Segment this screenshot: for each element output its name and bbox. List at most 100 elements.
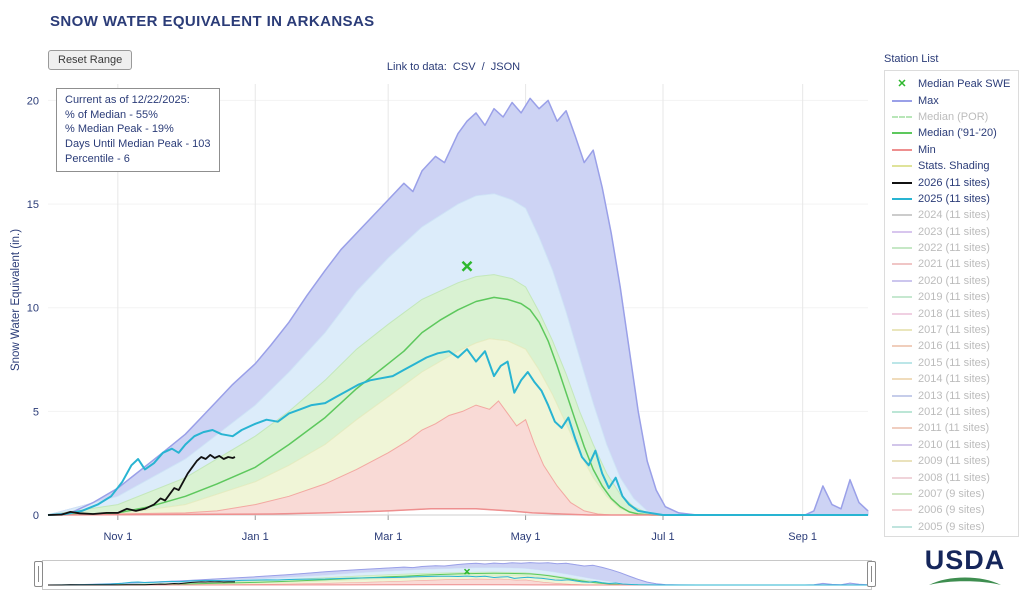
legend-item-2021-11-sites[interactable]: 2021 (11 sites) [885,256,1018,272]
series-median [47,296,868,516]
legend-item-2009-11-sites[interactable]: 2009 (11 sites) [885,453,1018,469]
legend-item-2014-11-sites[interactable]: 2014 (11 sites) [885,371,1018,387]
legend-line-swatch [892,197,912,200]
legend-label: 2013 (11 sites) [918,389,990,402]
series-y2026 [48,581,235,586]
legend-item-2020-11-sites[interactable]: 2020 (11 sites) [885,273,1018,289]
annotation-line: % Median Peak - 19% [65,123,174,136]
legend-line-swatch [892,394,912,397]
legend-label: 2007 (9 sites) [918,487,985,500]
legend-label: 2008 (11 sites) [918,471,990,484]
median-peak-marker [461,260,473,272]
legend-item-2011-11-sites[interactable]: 2011 (11 sites) [885,420,1018,436]
series-y2026 [47,454,236,516]
legend-line-swatch [892,247,912,250]
legend-item-max[interactable]: Max [885,92,1018,108]
legend-line-swatch [892,181,912,184]
y-tick-label: 0 [33,510,39,522]
legend-line-swatch [892,329,912,332]
legend-label: 2025 (11 sites) [918,192,990,205]
legend-label: Median (POR) [918,110,989,123]
x-tick-label: Jan 1 [242,531,269,543]
x-tick-label: Nov 1 [103,531,132,543]
legend-item-2015-11-sites[interactable]: 2015 (11 sites) [885,355,1018,371]
legend-line-swatch [892,361,912,364]
legend-item-2012-11-sites[interactable]: 2012 (11 sites) [885,404,1018,420]
legend-item-median-91-20[interactable]: Median ('91-'20) [885,125,1018,141]
legend-label: 2022 (11 sites) [918,242,990,255]
legend-line-swatch [892,148,912,151]
legend-line-swatch [892,345,912,348]
reset-range-button[interactable]: Reset Range [48,50,133,70]
legend-item-2024-11-sites[interactable]: 2024 (11 sites) [885,207,1018,223]
link-prefix: Link to data: [386,61,447,73]
range-slider-chart[interactable] [0,558,880,589]
legend-line-swatch [892,443,912,446]
annotation-line: Percentile - 6 [65,152,130,165]
legend-item-stats-shading[interactable]: Stats. Shading [885,158,1018,174]
range-slider-handle-left[interactable] [34,561,43,587]
legend-label: Min [918,143,936,156]
legend-item-median-por[interactable]: Median (POR) [885,109,1018,125]
legend-line-swatch [892,492,912,495]
legend-label: 2024 (11 sites) [918,209,990,222]
legend-label: 2011 (11 sites) [918,422,990,435]
x-tick-label: May 1 [511,531,541,543]
legend-line-swatch [892,279,912,282]
median-peak-x-icon: ✕ [897,77,907,90]
legend-label: Max [918,94,939,107]
series-max [47,97,869,516]
legend-item-2005-9-sites[interactable]: 2005 (9 sites) [885,519,1018,535]
usda-logo: USDA [922,547,1008,592]
range-slider-handle-right[interactable] [867,561,876,587]
legend-item-2022-11-sites[interactable]: 2022 (11 sites) [885,240,1018,256]
legend-label: 2015 (11 sites) [918,356,990,369]
legend-item-2006-9-sites[interactable]: 2006 (9 sites) [885,502,1018,518]
legend-item-2008-11-sites[interactable]: 2008 (11 sites) [885,469,1018,485]
legend-label: 2016 (11 sites) [918,340,990,353]
legend-item-2007-9-sites[interactable]: 2007 (9 sites) [885,486,1018,502]
legend-item-median-peak-swe[interactable]: ✕ Median Peak SWE [885,76,1018,92]
json-link[interactable]: JSON [490,61,521,73]
legend-item-min[interactable]: Min [885,142,1018,158]
x-tick-label: Jul 1 [651,531,674,543]
legend-label: Median ('91-'20) [918,127,997,140]
legend-item-2017-11-sites[interactable]: 2017 (11 sites) [885,322,1018,338]
series-min [47,508,868,516]
legend-item-2019-11-sites[interactable]: 2019 (11 sites) [885,289,1018,305]
legend-line-swatch [892,230,912,233]
legend-item-2023-11-sites[interactable]: 2023 (11 sites) [885,224,1018,240]
legend-label: 2026 (11 sites) [918,176,990,189]
legend-item-2018-11-sites[interactable]: 2018 (11 sites) [885,305,1018,321]
legend-line-swatch [892,460,912,463]
legend-item-2025-11-sites[interactable]: 2025 (11 sites) [885,191,1018,207]
csv-link[interactable]: CSV [452,61,476,73]
y-tick-label: 10 [27,303,39,315]
y-tick-label: 5 [33,406,39,418]
legend-line-swatch [892,312,912,315]
page-title: SNOW WATER EQUIVALENT IN ARKANSAS [50,13,375,30]
legend-line-swatch [892,132,912,135]
legend-label: Median Peak SWE [918,78,1011,91]
legend-label: 2021 (11 sites) [918,258,990,271]
legend-line-swatch [892,165,912,168]
legend-item-2010-11-sites[interactable]: 2010 (11 sites) [885,437,1018,453]
series-y2025 [47,575,868,586]
usda-wordmark: USDA [924,545,1006,575]
x-tick-label: Sep 1 [788,531,817,543]
y-tick-label: 15 [27,199,39,211]
legend-line-swatch [892,296,912,299]
legend-line-swatch [892,263,912,266]
legend-item-2016-11-sites[interactable]: 2016 (11 sites) [885,338,1018,354]
station-list-toggle[interactable]: Station List [884,53,939,65]
legend-label: 2012 (11 sites) [918,406,990,418]
annotation-line: Current as of 12/22/2025: [65,94,190,106]
legend-line-swatch [892,378,912,381]
legend-line-swatch [892,476,912,479]
x-tick-label: Mar 1 [374,531,402,543]
legend-panel: ✕ Median Peak SWE Max Median (POR) Median ('… [884,70,1019,537]
legend-item-2026-11-sites[interactable]: 2026 (11 sites) [885,174,1018,190]
legend-line-swatch [892,214,912,217]
legend-item-2013-11-sites[interactable]: 2013 (11 sites) [885,387,1018,403]
legend-label: Stats. Shading [918,160,990,173]
